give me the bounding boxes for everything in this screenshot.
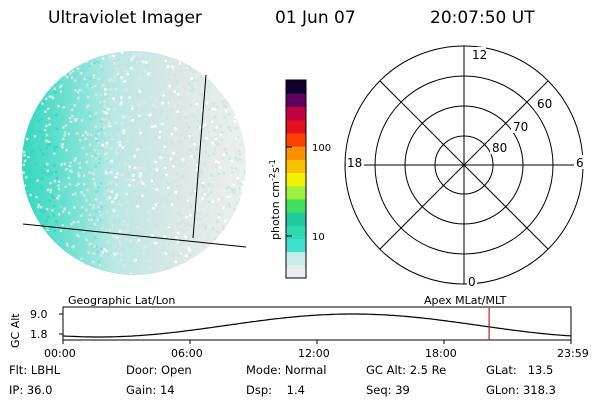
orbit-ytick-high: 9.0 xyxy=(30,308,48,321)
colorbar-label-10: 10 xyxy=(312,232,325,243)
image-time: 20:07:50 UT xyxy=(430,8,535,28)
orbit-left-title: Geographic Lat/Lon xyxy=(68,294,175,307)
lat-label-70: 70 xyxy=(513,120,528,134)
colorbar-segment xyxy=(286,185,306,200)
orbit-xtick-0000: 00:00 xyxy=(44,347,76,360)
seq-info: Seq: 39 xyxy=(366,383,410,397)
terminator-line xyxy=(192,74,207,239)
image-date: 01 Jun 07 xyxy=(275,8,356,28)
filter-info: Flt: LBHL xyxy=(9,363,61,377)
colorbar-unit-label: photon cm-2s-1 xyxy=(268,159,282,240)
glon-info: GLon: 318.3 xyxy=(486,383,556,397)
mlt-label-0: 0 xyxy=(468,275,476,289)
orbit-xtick-0600: 06:00 xyxy=(171,347,203,360)
gain-info: Gain: 14 xyxy=(126,383,175,397)
colorbar-label-100: 100 xyxy=(312,143,331,154)
colorbar-segment xyxy=(286,146,306,160)
door-info: Door: Open xyxy=(126,363,192,377)
colorbar-segment xyxy=(286,198,306,213)
mode-info: Mode: Normal xyxy=(246,363,327,377)
orbit-xtick-1800: 18:00 xyxy=(425,347,457,360)
colorbar-segment xyxy=(286,80,306,94)
gc-alt-info: GC Alt: 2.5 Re xyxy=(366,363,447,377)
colorbar-segment xyxy=(286,251,306,266)
colorbar-segment xyxy=(286,159,306,173)
orbit-altitude-curve xyxy=(62,313,572,338)
glat-info: GLat: 13.5 xyxy=(486,363,554,377)
lat-label-80: 80 xyxy=(492,141,507,155)
polar-diagonal-2 xyxy=(379,80,549,250)
colorbar-segment xyxy=(286,264,306,279)
colorbar-segment xyxy=(286,238,306,253)
colorbar-segment xyxy=(286,106,306,121)
dsp-info: Dsp: 1.4 xyxy=(246,383,305,397)
orbit-xtick-2359: 23:59 xyxy=(557,347,589,360)
colorbar-segment xyxy=(286,93,306,107)
colorbar-segment xyxy=(286,132,306,147)
colorbar-frame xyxy=(285,79,307,279)
ip-info: IP: 36.0 xyxy=(9,383,53,397)
colorbar-segment xyxy=(286,172,306,187)
orbit-ylabel: GC Alt xyxy=(9,313,22,348)
mlt-label-12: 12 xyxy=(472,48,487,62)
mlt-label-6: 6 xyxy=(576,156,584,170)
mlt-label-18: 18 xyxy=(347,156,362,170)
orbit-ytick-low: 1.8 xyxy=(30,328,48,341)
svg-text:photon cm-2s-1: photon cm-2s-1 xyxy=(268,159,282,240)
colorbar-segment xyxy=(286,212,306,226)
orbit-right-title: Apex MLat/MLT xyxy=(424,294,507,307)
app-title: Ultraviolet Imager xyxy=(48,8,202,28)
orbit-xtick-1200: 12:00 xyxy=(298,347,330,360)
horizon-line xyxy=(22,223,247,248)
colorbar-segment xyxy=(286,119,306,134)
lat-label-60: 60 xyxy=(537,97,552,111)
